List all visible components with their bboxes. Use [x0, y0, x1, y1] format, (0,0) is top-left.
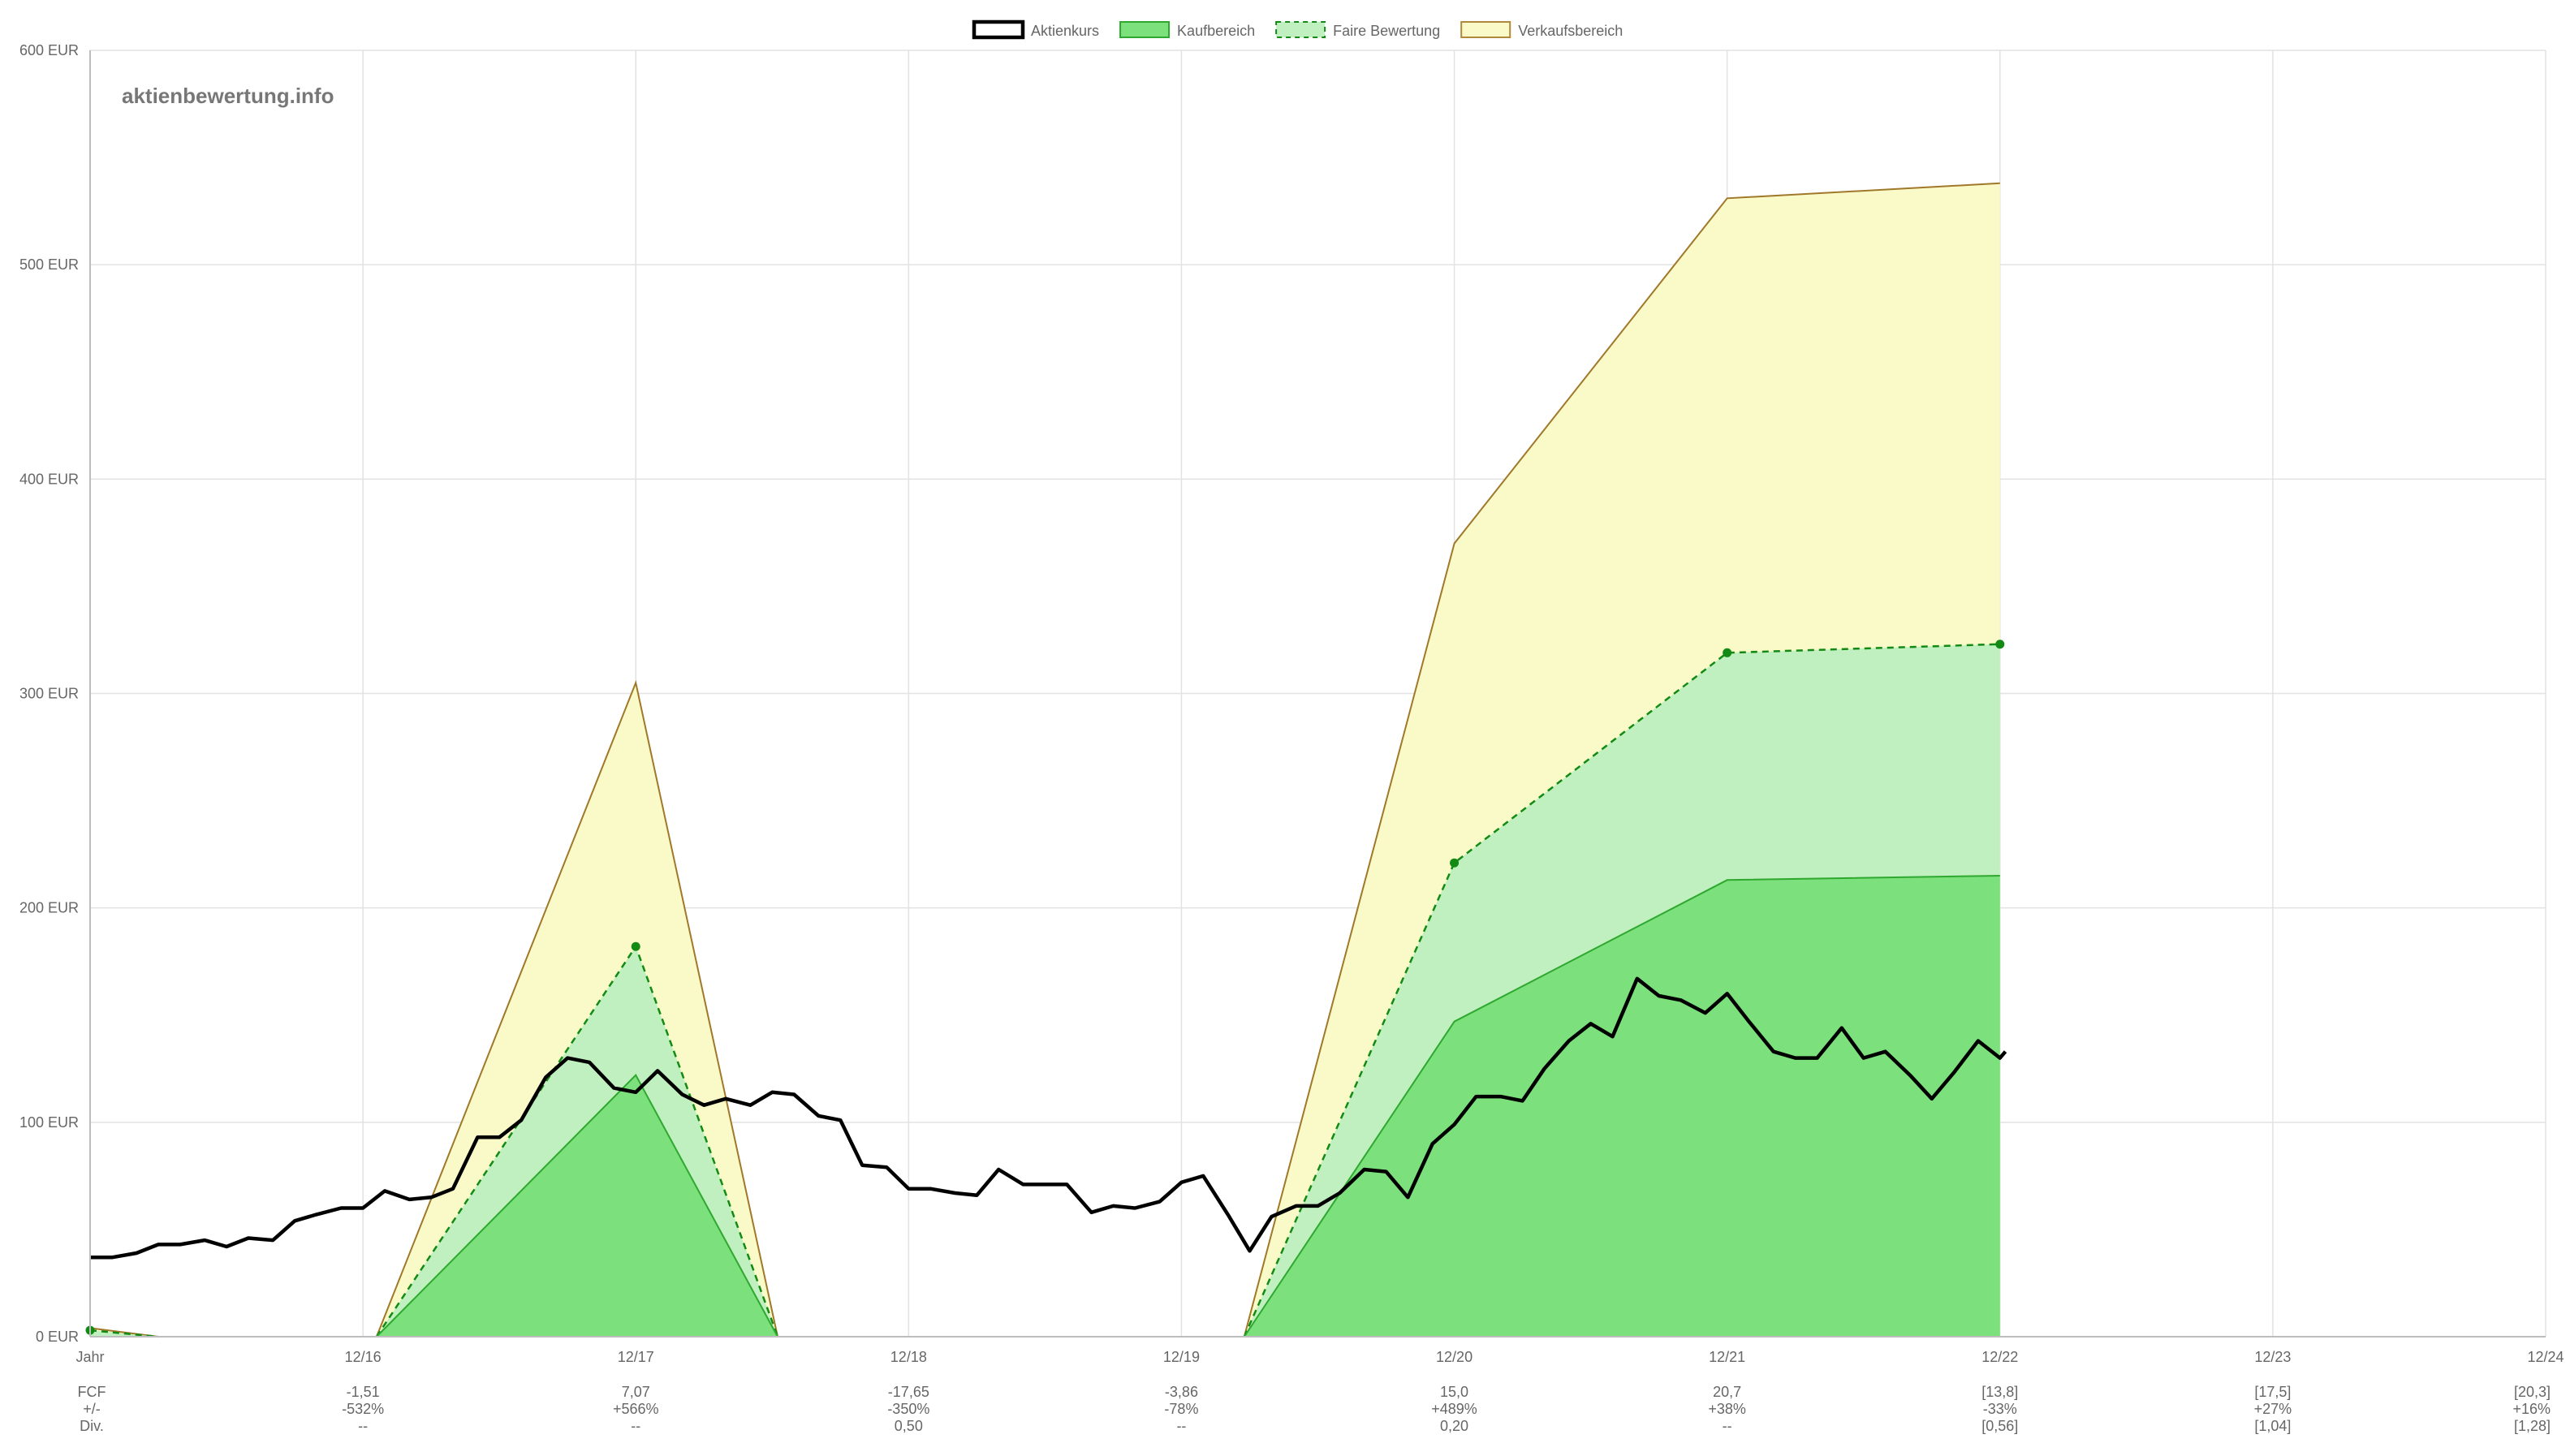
- table-cell: [1,04]: [2254, 1418, 2291, 1434]
- fair-value-point: [631, 941, 640, 951]
- table-cell: --: [631, 1418, 640, 1434]
- y-tick-label: 0 EUR: [36, 1329, 79, 1345]
- table-cell: -532%: [342, 1401, 384, 1417]
- x-tick-label: 12/21: [1709, 1349, 1745, 1365]
- y-tick-label: 100 EUR: [19, 1114, 79, 1131]
- table-cell: +38%: [1708, 1401, 1746, 1417]
- x-tick-label: Jahr: [75, 1349, 104, 1365]
- sell-zone-edge: [375, 679, 778, 1338]
- table-cell: 0,20: [1440, 1418, 1468, 1434]
- valuation-zones: [89, 182, 2000, 1338]
- table-cell: -350%: [887, 1401, 929, 1417]
- legend-label: Kaufbereich: [1177, 23, 1255, 39]
- buy-zone-edge: [1243, 875, 2000, 1338]
- table-cell: 7,07: [622, 1384, 650, 1400]
- table-cell: [0,56]: [1981, 1418, 2018, 1434]
- sell-zone-edge: [1243, 182, 2000, 1338]
- table-cell: 15,0: [1440, 1384, 1468, 1400]
- fair-value-point: [1995, 640, 2005, 649]
- legend-item-kaufbereich[interactable]: Kaufbereich: [1119, 21, 1255, 39]
- table-row-label: FCF: [78, 1384, 106, 1400]
- table-cell: [17,5]: [2254, 1384, 2291, 1400]
- table-cell: -17,65: [888, 1384, 929, 1400]
- table-cell: +16%: [2512, 1401, 2551, 1417]
- table-cell: +489%: [1431, 1401, 1477, 1417]
- x-tick-label: 12/23: [2254, 1349, 2291, 1365]
- buy-zone-area: [376, 1075, 778, 1337]
- fundamentals-table: FCF -1,51 7,07 -17,65 -3,86 15,0 20,7 [13,8] [17…: [78, 1384, 2551, 1434]
- table-cell: 20,7: [1713, 1384, 1741, 1400]
- y-tick-label: 600 EUR: [19, 42, 79, 58]
- table-cell: --: [1176, 1418, 1186, 1434]
- legend-swatch: [1460, 21, 1511, 38]
- table-cell: -1,51: [347, 1384, 380, 1400]
- x-tick-label: 12/24: [2527, 1349, 2564, 1365]
- buy-zone-area: [1244, 876, 2000, 1337]
- legend-swatch: [972, 19, 1025, 40]
- table-cell: 0,50: [895, 1418, 923, 1434]
- table-cell: --: [358, 1418, 368, 1434]
- y-tick-label: 400 EUR: [19, 471, 79, 487]
- fair-zone-edge: [89, 1329, 159, 1338]
- table-cell: +566%: [613, 1401, 659, 1417]
- y-tick-label: 300 EUR: [19, 686, 79, 702]
- legend-item-verkauf[interactable]: Verkaufsbereich: [1460, 21, 1623, 39]
- legend-label: Faire Bewertung: [1333, 23, 1440, 39]
- legend-swatch: [1275, 21, 1326, 38]
- watermark-logo: aktienbewertung.info: [122, 84, 334, 108]
- axes: 0 EUR 100 EUR 200 EUR 300 EUR 400 EUR 500 EUR…: [19, 42, 2564, 1365]
- table-cell: +27%: [2254, 1401, 2292, 1417]
- x-tick-label: 12/22: [1981, 1349, 2018, 1365]
- table-row-label: +/-: [83, 1401, 101, 1417]
- table-cell: --: [1723, 1418, 1732, 1434]
- table-row-label: Div.: [80, 1418, 104, 1434]
- price-line: [90, 976, 2007, 1260]
- x-tick-label: 12/20: [1436, 1349, 1473, 1365]
- table-cell: -33%: [1983, 1401, 2017, 1417]
- table-cell: -3,86: [1165, 1384, 1198, 1400]
- table-cell: [1,28]: [2514, 1418, 2551, 1434]
- buy-zone-edge: [376, 1074, 778, 1338]
- y-tick-label: 200 EUR: [19, 900, 79, 916]
- x-tick-label: 12/18: [890, 1349, 927, 1365]
- legend-item-faire[interactable]: Faire Bewertung: [1275, 21, 1440, 39]
- legend-swatch: [1119, 21, 1171, 38]
- x-tick-label: 12/16: [345, 1349, 382, 1365]
- table-cell: [20,3]: [2514, 1384, 2551, 1400]
- legend: Aktienkurs Kaufbereich Faire Bewertung Verk…: [972, 19, 1623, 40]
- series-lines: [85, 640, 2007, 1335]
- fair-value-point: [1450, 858, 1460, 868]
- y-tick-label: 500 EUR: [19, 256, 79, 273]
- table-cell: -78%: [1164, 1401, 1198, 1417]
- legend-label: Aktienkurs: [1031, 23, 1099, 39]
- table-cell: [13,8]: [1981, 1384, 2018, 1400]
- fair-value-point: [1723, 648, 1732, 657]
- legend-item-aktienkurs[interactable]: Aktienkurs: [972, 19, 1099, 40]
- x-tick-label: 12/17: [618, 1349, 654, 1365]
- legend-label: Verkaufsbereich: [1518, 23, 1623, 39]
- x-tick-label: 12/19: [1163, 1349, 1200, 1365]
